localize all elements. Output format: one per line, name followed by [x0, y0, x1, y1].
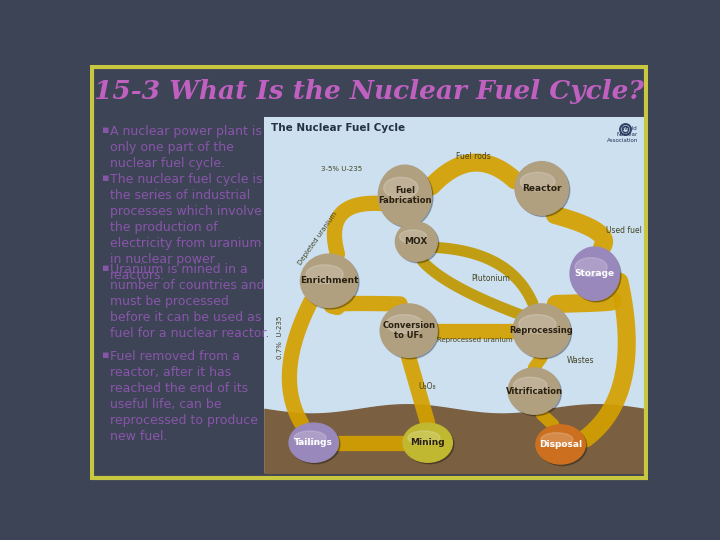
Text: Reactor: Reactor	[522, 184, 562, 193]
Ellipse shape	[382, 306, 438, 359]
Text: Disposal: Disposal	[539, 440, 582, 449]
Text: Vitrification: Vitrification	[505, 387, 562, 396]
Text: Enrichment: Enrichment	[300, 276, 358, 285]
Text: 3-5% U-235: 3-5% U-235	[321, 166, 362, 172]
Ellipse shape	[291, 424, 340, 464]
Text: A nuclear power plant is
only one part of the
nuclear fuel cycle.: A nuclear power plant is only one part o…	[110, 125, 262, 170]
Ellipse shape	[513, 377, 547, 394]
Text: 0.7%  U-235: 0.7% U-235	[276, 316, 282, 359]
Text: Fuel
Fabrication: Fuel Fabrication	[378, 186, 431, 205]
Ellipse shape	[519, 315, 556, 333]
Text: Fuel removed from a
reactor, after it has
reached the end of its
useful life, ca: Fuel removed from a reactor, after it ha…	[110, 350, 258, 443]
Text: Conversion
to UF₆: Conversion to UF₆	[382, 321, 435, 340]
Ellipse shape	[513, 304, 570, 357]
Ellipse shape	[575, 258, 607, 276]
Text: ▪: ▪	[102, 350, 110, 360]
Text: Fuel rods: Fuel rods	[456, 152, 490, 161]
Text: ▪: ▪	[102, 264, 110, 273]
Text: Reprocessed uranium: Reprocessed uranium	[437, 337, 513, 343]
Text: U₃O₈: U₃O₈	[418, 382, 436, 391]
Ellipse shape	[536, 425, 585, 464]
Ellipse shape	[510, 369, 562, 416]
Ellipse shape	[400, 230, 427, 244]
Text: World
Nuclear
Association: World Nuclear Association	[606, 126, 638, 143]
Text: Used fuel: Used fuel	[606, 226, 642, 235]
Text: Tailings: Tailings	[294, 438, 333, 447]
Text: Reprocessing: Reprocessing	[510, 326, 573, 335]
Ellipse shape	[300, 254, 357, 307]
Ellipse shape	[516, 163, 570, 217]
FancyBboxPatch shape	[264, 117, 644, 473]
Ellipse shape	[384, 177, 418, 198]
Ellipse shape	[380, 304, 437, 357]
Text: Uranium is mined in a
number of countries and
must be processed
before it can be: Uranium is mined in a number of countrie…	[110, 264, 269, 340]
Text: The nuclear fuel cycle is
the series of industrial
processes which involve
the p: The nuclear fuel cycle is the series of …	[110, 173, 263, 281]
Text: 15-3 What Is the Nuclear Fuel Cycle?: 15-3 What Is the Nuclear Fuel Cycle?	[94, 79, 644, 104]
Text: Plutonium: Plutonium	[471, 274, 510, 283]
Ellipse shape	[403, 423, 452, 462]
Ellipse shape	[397, 224, 438, 263]
Ellipse shape	[405, 424, 454, 464]
Ellipse shape	[395, 222, 437, 261]
Ellipse shape	[572, 248, 621, 302]
Ellipse shape	[380, 167, 433, 227]
Ellipse shape	[521, 172, 555, 191]
Text: Depleted uranium: Depleted uranium	[297, 211, 338, 266]
Ellipse shape	[537, 427, 587, 465]
Text: Mining: Mining	[410, 438, 445, 447]
Ellipse shape	[515, 161, 568, 215]
Ellipse shape	[508, 368, 560, 414]
Ellipse shape	[306, 265, 343, 284]
Ellipse shape	[541, 433, 573, 447]
Text: Storage: Storage	[575, 269, 615, 278]
Ellipse shape	[570, 247, 619, 300]
Text: The Nuclear Fuel Cycle: The Nuclear Fuel Cycle	[271, 123, 405, 133]
Ellipse shape	[515, 306, 572, 359]
Text: MOX: MOX	[405, 237, 428, 246]
Text: ▪: ▪	[102, 173, 110, 183]
Text: Wastes: Wastes	[567, 356, 594, 366]
Ellipse shape	[408, 431, 440, 444]
Ellipse shape	[378, 165, 431, 226]
Text: ▪: ▪	[102, 125, 110, 135]
Ellipse shape	[386, 315, 423, 333]
Ellipse shape	[289, 423, 338, 462]
Ellipse shape	[294, 431, 326, 444]
Ellipse shape	[302, 255, 359, 309]
